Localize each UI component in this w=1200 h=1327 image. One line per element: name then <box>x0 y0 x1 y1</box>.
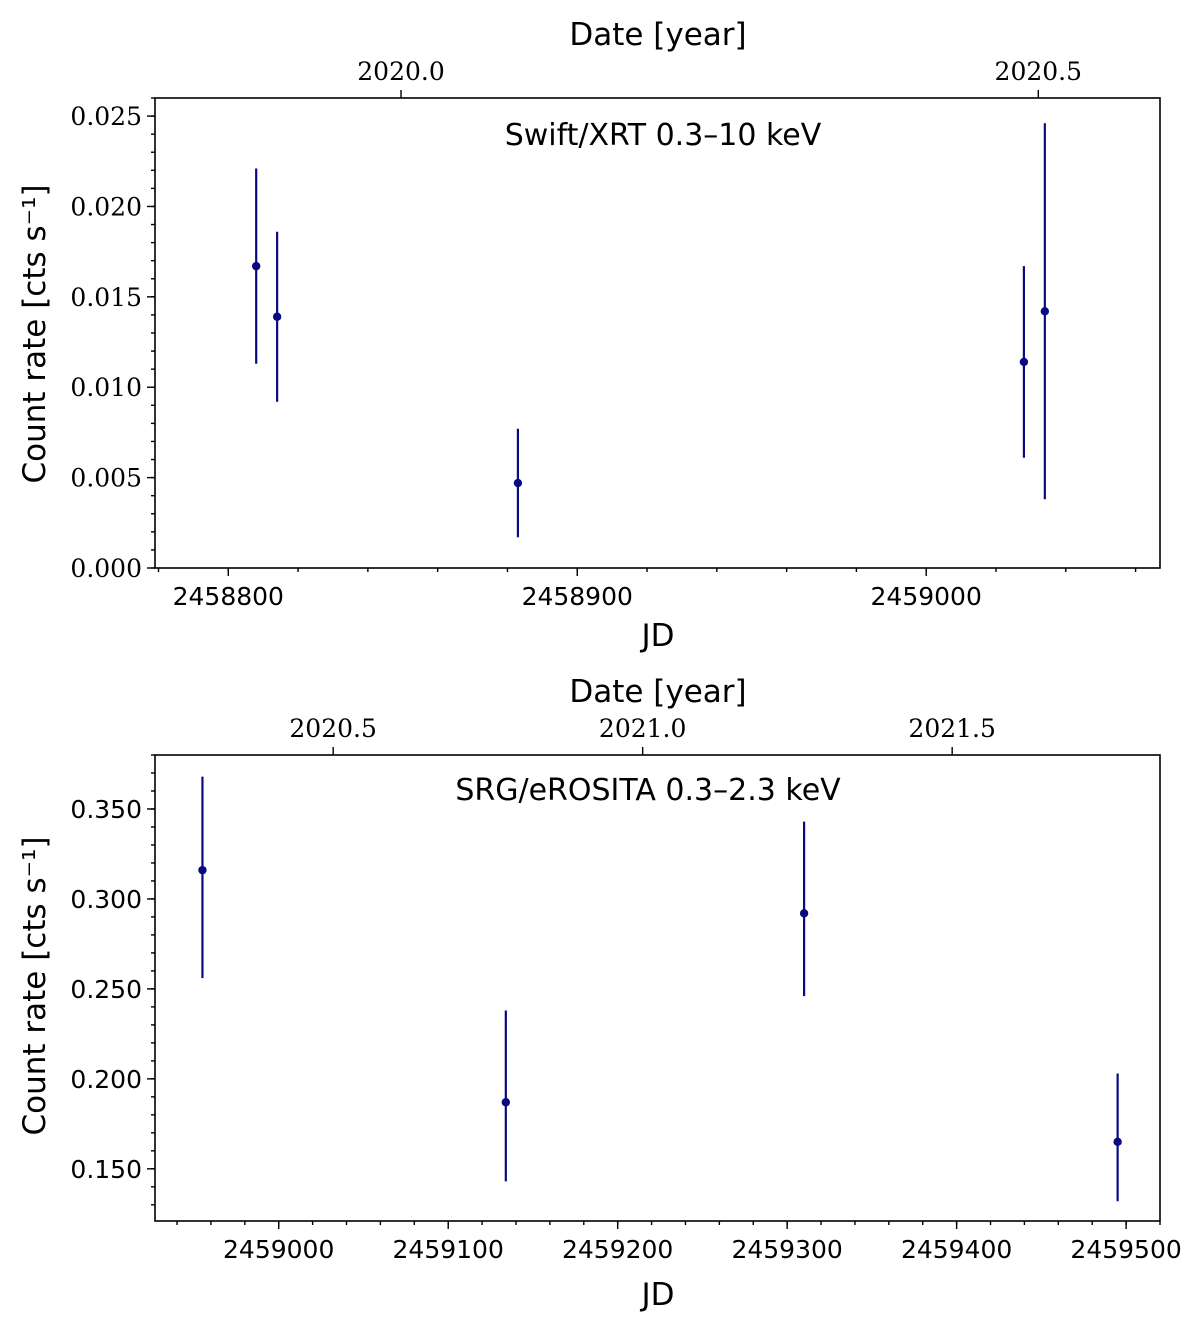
x-tick-label: 2459000 <box>223 1235 334 1264</box>
x-tick-label: 2459400 <box>901 1235 1012 1264</box>
y-tick-label: 0.025 <box>70 102 142 131</box>
data-point <box>1040 307 1050 316</box>
x-axis-label: JD <box>639 618 674 654</box>
x-tick-label: 2459300 <box>731 1235 842 1264</box>
data-point <box>501 1098 511 1107</box>
top-axis-label: Date [year] <box>569 674 746 710</box>
y-tick-label: 0.150 <box>70 1155 142 1184</box>
x-tick-label: 2458800 <box>173 582 284 611</box>
data-point <box>1019 357 1029 367</box>
chart-title: Swift/XRT 0.3–10 keV <box>505 118 822 153</box>
chart-title: SRG/eROSITA 0.3–2.3 keV <box>455 773 841 808</box>
y-tick-label: 0.005 <box>70 464 142 493</box>
x-tick-label: 2459200 <box>562 1235 673 1264</box>
y-tick-label: 0.015 <box>70 283 142 312</box>
top-tick-label: 2021.0 <box>599 714 686 743</box>
top-tick-label: 2020.5 <box>995 57 1082 86</box>
data-point <box>799 909 809 918</box>
y-tick-label: 0.010 <box>70 373 142 402</box>
data-point <box>198 865 207 875</box>
y-tick-label: 0.300 <box>70 885 142 914</box>
top-axis-label: Date [year] <box>569 17 746 53</box>
plot-frame <box>154 97 1161 569</box>
data-point <box>513 478 523 488</box>
swift-xrt-panel: Date [year] Swift/XRT 0.3–10 keV JD Coun… <box>17 17 1161 654</box>
erosita-panel: Date [year] SRG/eROSITA 0.3–2.3 keV JD C… <box>17 674 1182 1313</box>
top-tick-label: 2021.5 <box>908 714 995 743</box>
x-axis-label: JD <box>639 1277 674 1313</box>
data-point <box>251 261 261 271</box>
top-tick-label: 2020.0 <box>357 57 444 86</box>
y-tick-label: 0.350 <box>70 795 142 824</box>
y-tick-label: 0.200 <box>70 1065 142 1094</box>
x-tick-label: 2459000 <box>871 582 982 611</box>
y-tick-label: 0.250 <box>70 975 142 1004</box>
y-tick-label: 0.000 <box>70 554 142 583</box>
y-axis-label: Count rate [cts s⁻¹] <box>17 836 53 1135</box>
x-tick-label: 2458900 <box>522 582 633 611</box>
y-axis-label: Count rate [cts s⁻¹] <box>17 184 53 483</box>
y-tick-label: 0.020 <box>70 192 142 221</box>
data-point <box>1113 1137 1122 1147</box>
top-tick-label: 2020.5 <box>289 714 376 743</box>
x-tick-label: 2459100 <box>393 1235 504 1264</box>
data-point <box>272 312 282 321</box>
x-tick-label: 2459500 <box>1070 1235 1181 1264</box>
plot-frame <box>154 754 1161 1222</box>
